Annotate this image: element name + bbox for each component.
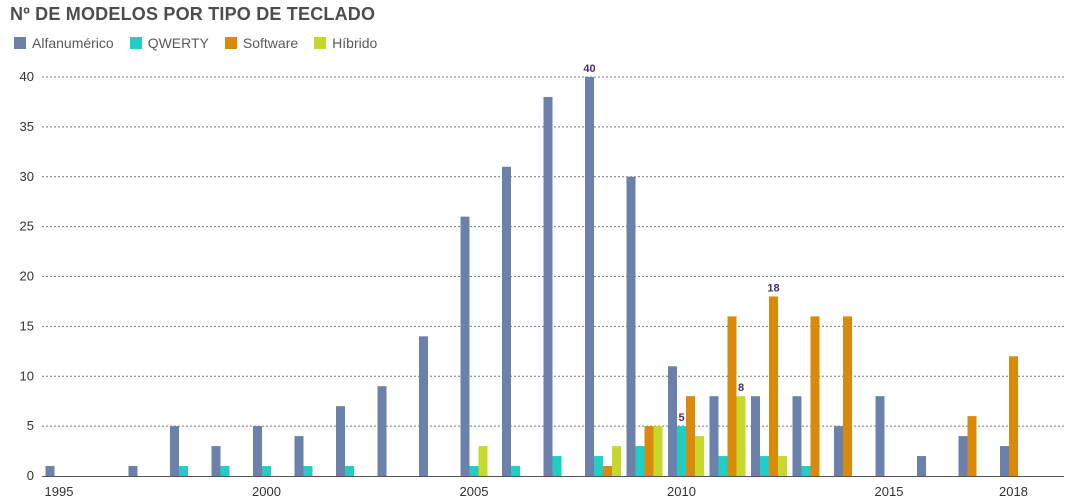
x-tick-label: 1995 [45, 484, 74, 499]
legend-label-hibrido: Híbrido [332, 35, 378, 51]
bar-software [843, 316, 852, 476]
chart-legend: Alfanumérico QWERTY Software Híbrido [14, 35, 377, 51]
legend-item-qwerty: QWERTY [129, 35, 209, 51]
bar-h-brido [778, 456, 787, 476]
legend-item-alfanumerico: Alfanumérico [14, 35, 114, 51]
bar-alfanum-rico [917, 456, 926, 476]
data-label: 18 [767, 282, 779, 294]
bar-qwerty [303, 466, 313, 476]
bar-alfanum-rico [170, 426, 179, 476]
legend-label-software: Software [242, 35, 299, 51]
legend-label-alfanumerico: Alfanumérico [32, 35, 114, 51]
bar-qwerty [552, 456, 562, 476]
x-tick-label: 2005 [460, 484, 489, 499]
bar-alfanum-rico [211, 446, 221, 476]
bar-h-brido [612, 446, 621, 476]
y-tick-label: 30 [20, 169, 34, 184]
bar-alfanum-rico [626, 176, 636, 476]
y-tick-label: 5 [27, 418, 34, 433]
legend-swatch-software [224, 37, 237, 49]
legend-label-qwerty: QWERTY [147, 35, 209, 51]
legend-item-hibrido: Híbrido [314, 35, 377, 51]
bar-qwerty [345, 466, 354, 476]
bar-alfanum-rico [834, 426, 843, 476]
bar-qwerty [718, 456, 728, 476]
bar-qwerty [469, 466, 479, 476]
bar-alfanum-rico [585, 77, 594, 476]
y-tick-label: 20 [20, 269, 34, 284]
bar-software [769, 296, 778, 476]
data-label: 40 [583, 63, 595, 75]
bar-alfanum-rico [502, 166, 511, 476]
x-tick-label: 2000 [252, 484, 281, 499]
y-tick-label: 35 [20, 119, 34, 134]
y-tick-label: 40 [20, 69, 34, 84]
bar-alfanum-rico [543, 96, 553, 476]
bar-qwerty [594, 456, 603, 476]
legend-swatch-qwerty [129, 37, 142, 49]
x-tick-label: 2010 [667, 484, 696, 499]
bar-software [644, 426, 654, 476]
bar-alfanum-rico [709, 396, 719, 476]
x-tick-label: 2015 [875, 484, 904, 499]
bar-alfanum-rico [128, 466, 138, 476]
bar-software [1009, 356, 1018, 476]
data-label: 8 [738, 382, 744, 394]
bar-alfanum-rico [668, 366, 677, 476]
bar-alfanum-rico [377, 386, 387, 476]
y-tick-label: 0 [27, 468, 34, 483]
bar-alfanum-rico [336, 406, 345, 476]
bar-h-brido [695, 436, 704, 476]
bar-qwerty [179, 466, 188, 476]
bar-qwerty [220, 466, 230, 476]
y-tick-label: 10 [20, 368, 34, 383]
data-label: 5 [678, 412, 684, 424]
bar-alfanum-rico [751, 396, 760, 476]
bar-alfanum-rico [1000, 446, 1009, 476]
legend-item-software: Software [224, 35, 299, 51]
bar-alfanum-rico [294, 436, 304, 476]
bar-alfanum-rico [958, 436, 968, 476]
bar-qwerty [801, 466, 811, 476]
bar-software [810, 316, 820, 476]
bar-alfanum-rico [792, 396, 802, 476]
bar-qwerty [635, 446, 645, 476]
x-tick-label: 2018 [999, 484, 1028, 499]
y-tick-label: 15 [20, 318, 34, 333]
bar-qwerty [760, 456, 769, 476]
bar-alfanum-rico [45, 466, 55, 476]
bar-qwerty [511, 466, 520, 476]
bar-h-brido [653, 426, 663, 476]
bar-h-brido [478, 446, 488, 476]
bar-alfanum-rico [875, 396, 885, 476]
bar-alfanum-rico [419, 336, 428, 476]
chart-title: Nº DE MODELOS POR TIPO DE TECLADO [10, 4, 376, 24]
bar-alfanum-rico [253, 426, 262, 476]
y-tick-label: 25 [20, 219, 34, 234]
bar-qwerty [677, 426, 686, 476]
bar-software [686, 396, 695, 476]
bar-software [727, 316, 737, 476]
bar-software [603, 466, 612, 476]
bar-alfanum-rico [460, 216, 470, 476]
bar-software [967, 416, 977, 476]
legend-swatch-hibrido [314, 37, 327, 49]
bar-h-brido [736, 396, 746, 476]
legend-swatch-alfanumerico [14, 37, 26, 49]
bar-qwerty [262, 466, 271, 476]
